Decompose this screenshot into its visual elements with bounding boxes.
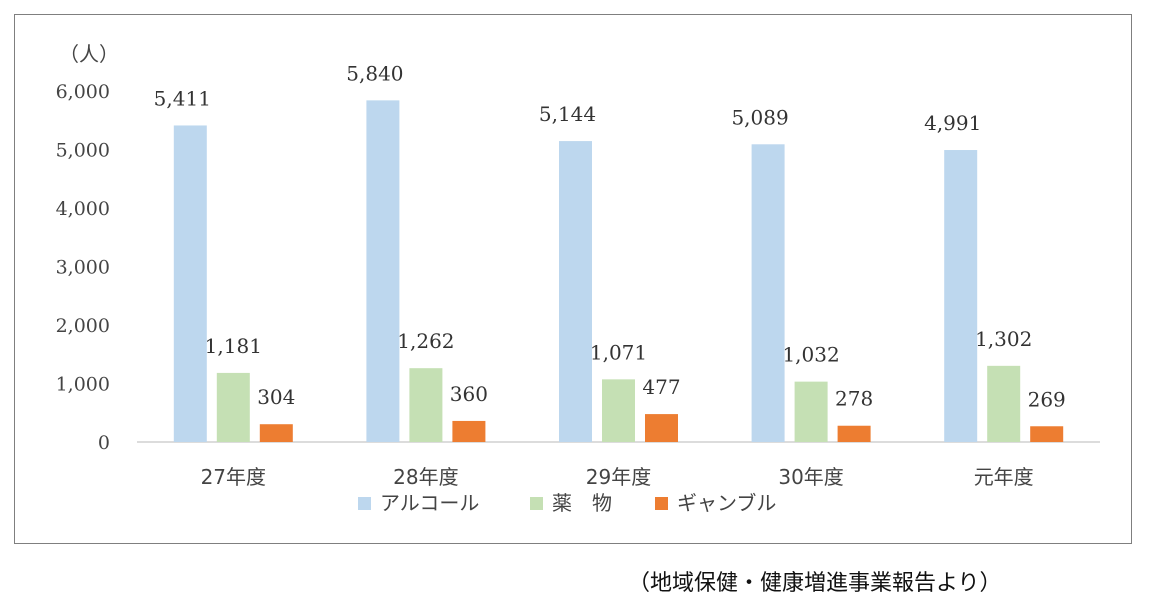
bar-groups: 5,4111,1813045,8401,2623605,1441,0714775… [154,61,1066,443]
data-label: 269 [1028,387,1066,411]
data-label: 360 [450,382,488,406]
bar [409,368,443,442]
data-label: 1,302 [975,327,1032,351]
y-tick-label: 5,000 [56,140,110,162]
data-label: 1,181 [205,334,262,358]
bar [452,420,486,442]
bar [645,414,678,442]
x-category-label: 30年度 [778,465,843,489]
y-axis-unit-label: （人） [59,42,119,66]
data-label: 1,262 [397,329,454,353]
data-label: 5,089 [731,105,788,129]
data-label: 1,032 [782,343,839,367]
legend-label: ギャンブル [677,491,776,515]
y-tick-label: 1,000 [56,374,110,396]
data-label: 304 [257,385,295,409]
data-label: 5,840 [346,61,403,85]
data-label: 5,144 [539,102,596,126]
legend-swatch [655,497,668,510]
bar [366,100,400,443]
bar-group: 5,411 1,181 304 [154,86,295,443]
x-category-label: 元年度 [974,465,1034,489]
bar [751,144,785,442]
bar [173,125,207,443]
y-tick-label: 4,000 [56,198,110,220]
bar [837,425,871,442]
y-tick-label: 0 [98,432,110,454]
data-label: 5,411 [154,86,211,110]
bar-group: 5,144 1,071 477 [539,102,681,442]
bar [987,365,1021,442]
legend-swatch [530,497,543,510]
bar-group: 5,089 1,032 278 [731,105,873,442]
bar [559,141,592,442]
y-tick-label: 6,000 [56,81,110,103]
bar-group: 5,840 1,262 360 [346,61,488,443]
y-tick-label: 3,000 [56,257,110,279]
x-axis-categories: 27年度 28年度 29年度 30年度 元年度 [201,465,1034,489]
x-category-label: 29年度 [586,465,651,489]
x-category-label: 28年度 [393,465,458,489]
bar [944,150,978,443]
chart-frame: （人） 0 1,000 2,000 3,000 4,000 5,000 6,000 5,41… [14,14,1132,544]
data-label: 4,991 [924,111,981,135]
bar [259,424,293,442]
bar [602,379,635,442]
y-tick-label: 2,000 [56,315,110,337]
bar [1030,426,1064,442]
chart-legend: アルコール 薬 物 ギャンブル [358,491,776,515]
source-note: （地域保健・健康増進事業報告より） [628,571,1002,596]
data-label: 278 [835,387,873,411]
data-label: 1,071 [590,340,647,364]
y-axis-ticks: 0 1,000 2,000 3,000 4,000 5,000 6,000 [56,81,110,454]
legend-swatch [358,497,371,510]
legend-label: アルコール [380,491,479,515]
legend-label: 薬 物 [552,491,612,515]
bar-group: 4,991 1,302 269 [924,111,1066,443]
bar-chart: （人） 0 1,000 2,000 3,000 4,000 5,000 6,000 5,41… [56,42,1100,515]
bar [794,381,828,442]
bar [216,372,250,442]
data-label: 477 [642,375,680,399]
x-category-label: 27年度 [201,465,266,489]
